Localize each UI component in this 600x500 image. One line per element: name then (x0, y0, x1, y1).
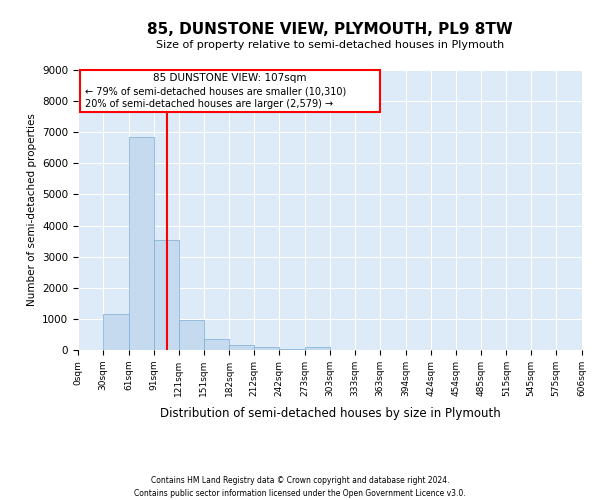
Bar (154, 240, 179, 350)
Bar (203, 339, 229, 350)
Text: ← 79% of semi-detached houses are smaller (10,310): ← 79% of semi-detached houses are smalle… (85, 86, 346, 96)
Text: 85, DUNSTONE VIEW, PLYMOUTH, PL9 8TW: 85, DUNSTONE VIEW, PLYMOUTH, PL9 8TW (147, 22, 513, 38)
Bar (103, 314, 129, 350)
Text: Size of property relative to semi-detached houses in Plymouth: Size of property relative to semi-detach… (156, 40, 504, 50)
Bar (229, 344, 254, 350)
Bar (129, 137, 154, 350)
Bar (254, 347, 279, 350)
Y-axis label: Number of semi-detached properties: Number of semi-detached properties (26, 114, 37, 306)
Bar (179, 320, 203, 350)
Text: Contains HM Land Registry data © Crown copyright and database right 2024.
Contai: Contains HM Land Registry data © Crown c… (134, 476, 466, 498)
Text: 85 DUNSTONE VIEW: 107sqm: 85 DUNSTONE VIEW: 107sqm (153, 74, 307, 84)
Text: 20% of semi-detached houses are larger (2,579) →: 20% of semi-detached houses are larger (… (85, 98, 333, 108)
X-axis label: Distribution of semi-detached houses by size in Plymouth: Distribution of semi-detached houses by … (160, 407, 500, 420)
Bar (305, 347, 330, 350)
FancyBboxPatch shape (80, 70, 380, 112)
